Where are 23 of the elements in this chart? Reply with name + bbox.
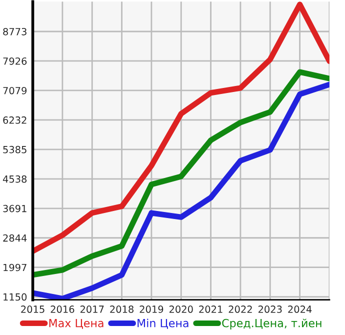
x-tick-label: 2023 bbox=[258, 306, 282, 313]
x-tick-label: 2017 bbox=[80, 306, 104, 313]
y-tick-label: 4538 bbox=[2, 175, 27, 183]
x-tick-label: 2015 bbox=[21, 306, 44, 313]
y-tick-label: 3691 bbox=[3, 204, 26, 212]
x-tick-label: 2024 bbox=[288, 306, 312, 313]
y-tick-label: 1150 bbox=[4, 293, 27, 301]
y-tick-label: 7079 bbox=[3, 86, 27, 94]
legend-label: Сред.Цена, т.йен bbox=[222, 318, 322, 330]
x-tick-label: 2016 bbox=[50, 306, 74, 313]
x-tick-label: 2021 bbox=[199, 306, 222, 313]
x-tick-label: 2019 bbox=[140, 306, 164, 313]
y-tick-label: 2844 bbox=[3, 234, 27, 242]
legend-label: Min Цена bbox=[138, 318, 188, 329]
y-tick-label: 6232 bbox=[3, 116, 26, 124]
y-tick-label: 5385 bbox=[3, 146, 26, 154]
x-tick-label: 2020 bbox=[169, 306, 193, 313]
y-tick-label: 8773 bbox=[3, 28, 26, 36]
y-tick-label: 7926 bbox=[3, 57, 27, 65]
x-tick-label: 2022 bbox=[228, 306, 252, 313]
y-tick-label: 1997 bbox=[4, 264, 26, 272]
x-tick-label: 2018 bbox=[110, 306, 134, 313]
legend-label: Max Цена bbox=[49, 319, 104, 329]
